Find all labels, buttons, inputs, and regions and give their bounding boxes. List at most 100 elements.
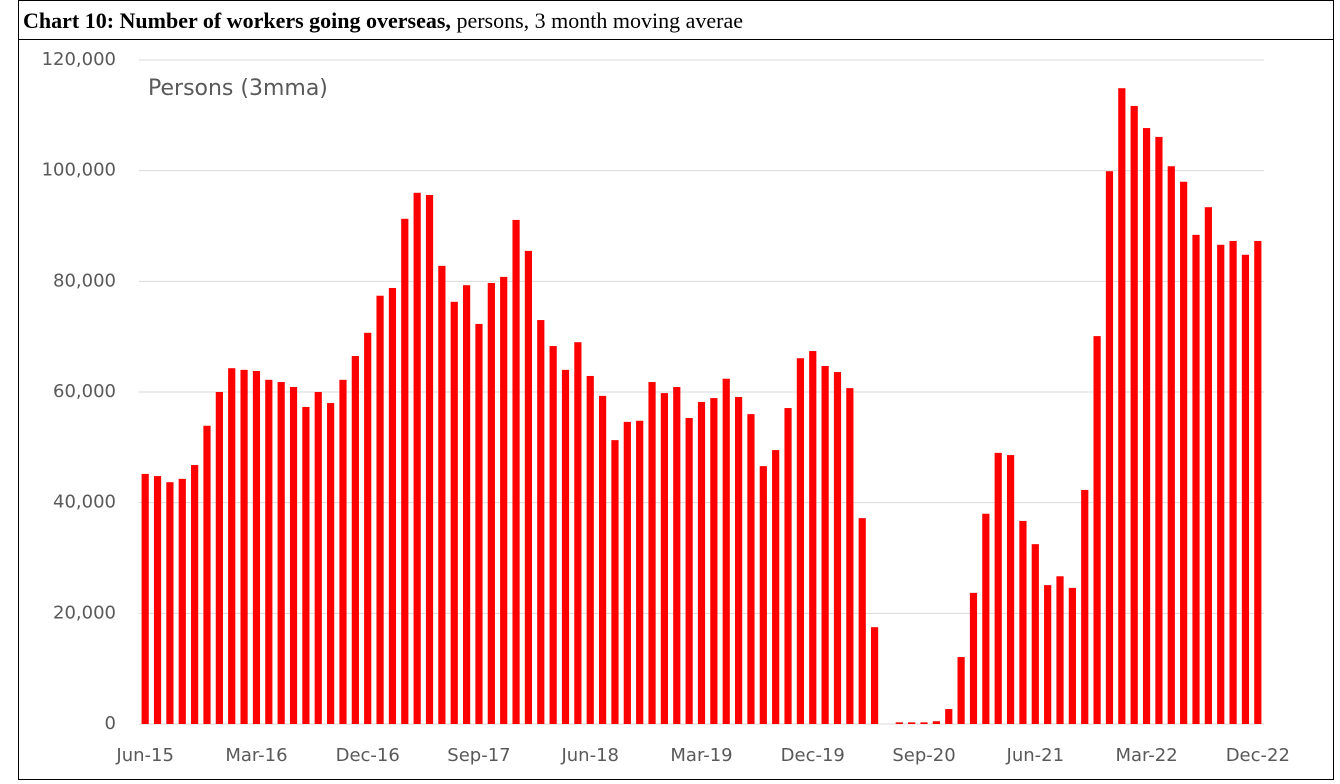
bar xyxy=(487,282,495,724)
bar xyxy=(1105,171,1114,725)
bar xyxy=(586,375,594,724)
bar xyxy=(1254,240,1262,724)
bar xyxy=(277,382,285,724)
y-tick-label: 80,000 xyxy=(53,270,116,291)
bar xyxy=(240,369,248,724)
bar xyxy=(561,369,570,724)
bar xyxy=(685,418,693,724)
bar xyxy=(994,452,1002,724)
bar xyxy=(524,250,533,724)
bar xyxy=(982,513,990,724)
y-tick-label: 20,000 xyxy=(53,602,116,623)
bar xyxy=(784,408,792,724)
bar xyxy=(870,627,879,724)
bar xyxy=(413,192,421,725)
bar xyxy=(1155,136,1163,724)
bar xyxy=(809,351,817,724)
bar xyxy=(364,332,372,724)
bar xyxy=(895,722,903,724)
chart-title-bold: Chart 10: Number of workers going overse… xyxy=(23,8,451,33)
x-tick-label: Sep-20 xyxy=(892,745,955,766)
bar xyxy=(734,396,743,724)
bar xyxy=(574,342,582,724)
bar xyxy=(796,358,805,724)
bar xyxy=(945,709,953,724)
bar xyxy=(1204,207,1212,725)
bar xyxy=(1192,234,1200,724)
bar xyxy=(969,592,978,724)
bar xyxy=(1118,88,1126,725)
bar xyxy=(339,379,347,724)
bar xyxy=(141,473,149,724)
x-tick-label: Mar-16 xyxy=(225,745,287,766)
bar xyxy=(549,346,557,724)
bar xyxy=(215,392,223,724)
bar xyxy=(302,406,310,724)
bar xyxy=(772,450,780,724)
bar xyxy=(710,398,718,724)
x-tick-label: Dec-16 xyxy=(336,745,400,766)
bar xyxy=(1093,336,1101,724)
bar xyxy=(1217,244,1225,724)
x-tick-label: Jun-21 xyxy=(1006,745,1065,766)
bar xyxy=(611,440,619,724)
bar xyxy=(1180,181,1188,724)
bar xyxy=(1167,166,1175,725)
x-tick-label: Dec-22 xyxy=(1226,745,1290,766)
bar xyxy=(252,370,261,724)
bar xyxy=(957,657,965,724)
bar xyxy=(920,722,928,724)
bar xyxy=(648,382,656,724)
bar xyxy=(1056,576,1064,724)
bar xyxy=(289,387,298,724)
y-tick-label: 120,000 xyxy=(42,49,116,70)
bar xyxy=(425,195,434,725)
bar xyxy=(636,420,644,724)
bar xyxy=(1142,128,1151,724)
bar xyxy=(858,518,866,724)
bar xyxy=(673,387,681,724)
bar xyxy=(1044,585,1052,724)
bar xyxy=(1229,240,1237,724)
bar xyxy=(512,219,520,724)
bar xyxy=(178,478,186,724)
bar xyxy=(660,393,669,724)
bar xyxy=(598,395,607,724)
bar xyxy=(759,466,767,724)
bar xyxy=(1019,520,1027,724)
bar xyxy=(153,476,162,724)
chart-title-rest: persons, 3 month moving averae xyxy=(456,8,743,33)
bar xyxy=(908,722,916,724)
x-tick-label: Jun-18 xyxy=(560,745,619,766)
bar xyxy=(821,365,829,724)
bar xyxy=(623,421,631,724)
bar xyxy=(191,465,199,724)
bar xyxy=(314,392,322,724)
bar xyxy=(438,265,446,724)
bar xyxy=(747,414,755,724)
bar xyxy=(388,287,397,724)
chart-border xyxy=(18,39,1334,780)
bar xyxy=(450,301,458,724)
x-tick-label: Jun-15 xyxy=(115,745,174,766)
bar xyxy=(351,356,359,724)
bar xyxy=(722,378,730,724)
x-tick-label: Dec-19 xyxy=(781,745,845,766)
annotation: Persons (3mma) xyxy=(148,76,328,101)
bar xyxy=(327,403,335,724)
bar xyxy=(265,379,273,724)
bar xyxy=(833,372,842,724)
bar xyxy=(166,482,174,724)
bar xyxy=(846,388,854,724)
x-tick-label: Sep-17 xyxy=(447,745,510,766)
bar xyxy=(1006,455,1015,724)
bar xyxy=(932,721,940,724)
y-tick-label: 40,000 xyxy=(53,492,116,513)
y-tick-label: 100,000 xyxy=(42,160,116,181)
bar xyxy=(203,425,211,724)
bar xyxy=(376,295,384,724)
bar xyxy=(228,368,236,724)
y-tick-label: 60,000 xyxy=(53,381,116,402)
bar xyxy=(1068,587,1076,724)
